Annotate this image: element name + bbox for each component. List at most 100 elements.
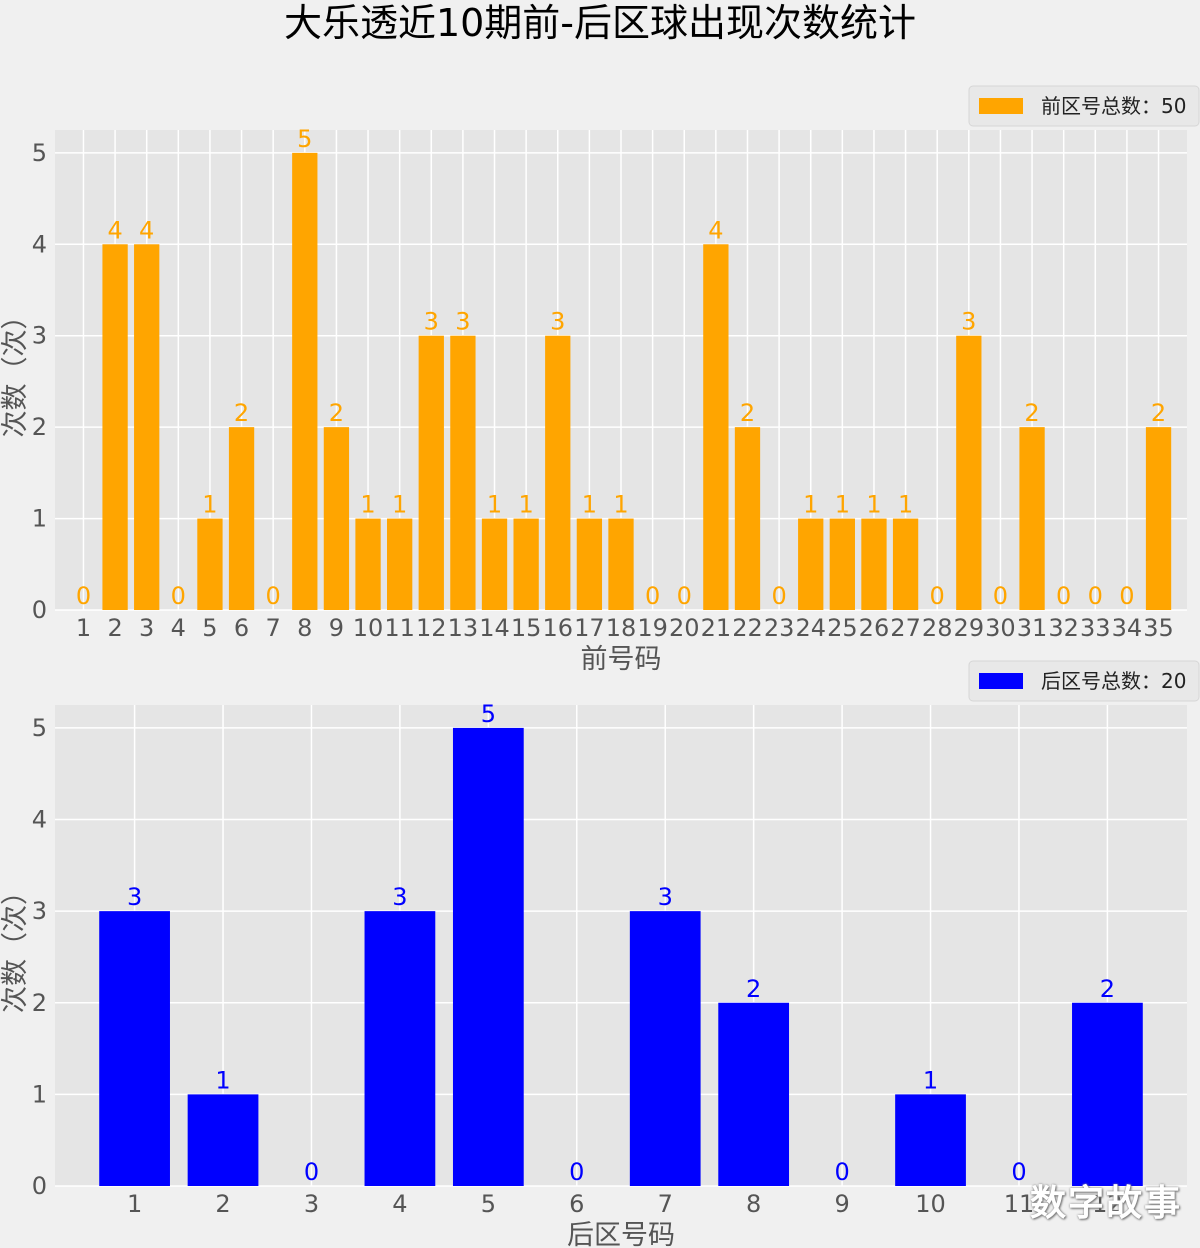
bar — [1072, 1002, 1143, 1186]
bar — [629, 911, 701, 1186]
x-tick-label: 30 — [985, 614, 1016, 642]
bar — [513, 518, 539, 610]
x-tick-label: 16 — [542, 614, 573, 642]
bar-value-label: 0 — [1011, 1158, 1026, 1186]
x-tick-label: 19 — [637, 614, 668, 642]
bar-value-label: 2 — [746, 975, 761, 1003]
bar — [450, 335, 476, 610]
x-tick-label: 13 — [448, 614, 479, 642]
bar — [734, 427, 761, 610]
x-tick-label: 17 — [574, 614, 605, 642]
bar-value-label: 4 — [107, 216, 122, 244]
bar-value-label: 0 — [930, 582, 945, 610]
bar — [895, 1094, 966, 1186]
x-tick-label: 14 — [479, 614, 510, 642]
bar-value-label: 3 — [127, 883, 142, 911]
x-tick-label: 5 — [202, 614, 217, 642]
y-tick-label: 2 — [32, 989, 47, 1017]
bar-value-label: 0 — [266, 582, 281, 610]
x-tick-label: 8 — [746, 1190, 761, 1218]
bar-value-label: 0 — [1056, 582, 1071, 610]
x-tick-label: 6 — [569, 1190, 584, 1218]
bar — [956, 335, 982, 610]
y-tick-label: 3 — [32, 897, 47, 925]
bar — [1145, 427, 1172, 610]
bar — [99, 911, 170, 1186]
bar-value-label: 1 — [582, 491, 597, 519]
x-tick-label: 12 — [416, 614, 447, 642]
x-tick-label: 4 — [392, 1190, 407, 1218]
bar — [703, 244, 729, 611]
bar — [418, 335, 444, 610]
x-tick-label: 10 — [915, 1190, 946, 1218]
bar-value-label: 0 — [76, 582, 91, 610]
bar — [387, 518, 413, 610]
x-tick-label: 26 — [859, 614, 890, 642]
x-tick-label: 10 — [353, 614, 384, 642]
bar-value-label: 0 — [834, 1158, 849, 1186]
x-tick-label: 11 — [1004, 1190, 1035, 1218]
bar — [228, 427, 255, 610]
figure-title: 大乐透近10期前-后区球出现次数统计 — [284, 1, 916, 45]
bar-value-label: 0 — [993, 582, 1008, 610]
x-tick-label: 15 — [511, 614, 542, 642]
x-tick-label: 18 — [606, 614, 637, 642]
bar-value-label: 1 — [215, 1066, 230, 1094]
bar-value-label: 1 — [866, 491, 881, 519]
x-tick-label: 20 — [669, 614, 700, 642]
y-tick-label: 0 — [32, 596, 47, 624]
bar-value-label: 2 — [740, 399, 755, 427]
x-tick-label: 5 — [481, 1190, 496, 1218]
bar-value-label: 3 — [392, 883, 407, 911]
y-tick-label: 4 — [32, 806, 47, 834]
bar-value-label: 0 — [771, 582, 786, 610]
front-zone-chart: 0123450142430415260758291101113123131141… — [0, 85, 1200, 675]
x-tick-label: 35 — [1143, 614, 1174, 642]
bar-value-label: 3 — [550, 308, 565, 336]
bar-value-label: 2 — [329, 399, 344, 427]
bar-value-label: 1 — [518, 491, 533, 519]
bar-value-label: 1 — [487, 491, 502, 519]
bar-value-label: 3 — [658, 883, 673, 911]
legend — [968, 85, 1200, 127]
x-tick-label: 21 — [701, 614, 732, 642]
bar-value-label: 1 — [202, 491, 217, 519]
bar-value-label: 2 — [234, 399, 249, 427]
bar — [292, 152, 318, 610]
bar-value-label: 0 — [171, 582, 186, 610]
x-tick-label: 9 — [329, 614, 344, 642]
watermark: 数字故事 — [1029, 1183, 1182, 1224]
x-axis-label: 后区号码 — [567, 1220, 675, 1248]
bar — [364, 911, 436, 1186]
x-tick-label: 22 — [732, 614, 763, 642]
bar-value-label: 5 — [297, 125, 312, 153]
x-tick-label: 2 — [215, 1190, 230, 1218]
x-tick-label: 29 — [954, 614, 985, 642]
bar — [134, 244, 160, 611]
legend-swatch — [979, 673, 1023, 689]
x-tick-label: 34 — [1112, 614, 1143, 642]
x-tick-label: 7 — [266, 614, 281, 642]
legend-swatch — [979, 98, 1023, 114]
x-tick-label: 31 — [1017, 614, 1048, 642]
bar-value-label: 3 — [961, 308, 976, 336]
bar-value-label: 3 — [424, 308, 439, 336]
bar-value-label: 4 — [139, 216, 154, 244]
x-axis-label: 前号码 — [581, 644, 662, 675]
x-tick-label: 4 — [171, 614, 186, 642]
y-axis-label: 次数（次） — [0, 303, 31, 438]
bar-value-label: 0 — [1088, 582, 1103, 610]
bar — [197, 518, 223, 610]
x-tick-label: 9 — [834, 1190, 849, 1218]
y-tick-label: 1 — [32, 505, 47, 533]
bar-value-label: 0 — [304, 1158, 319, 1186]
bar-value-label: 1 — [835, 491, 850, 519]
bar — [892, 518, 919, 610]
bar-value-label: 1 — [923, 1066, 938, 1094]
bar-value-label: 1 — [392, 491, 407, 519]
back-zone-chart: 012345311203345506372809110011212后区号码次数（… — [0, 660, 1200, 1248]
bar — [323, 427, 350, 610]
x-tick-label: 2 — [107, 614, 122, 642]
x-tick-label: 1 — [76, 614, 91, 642]
